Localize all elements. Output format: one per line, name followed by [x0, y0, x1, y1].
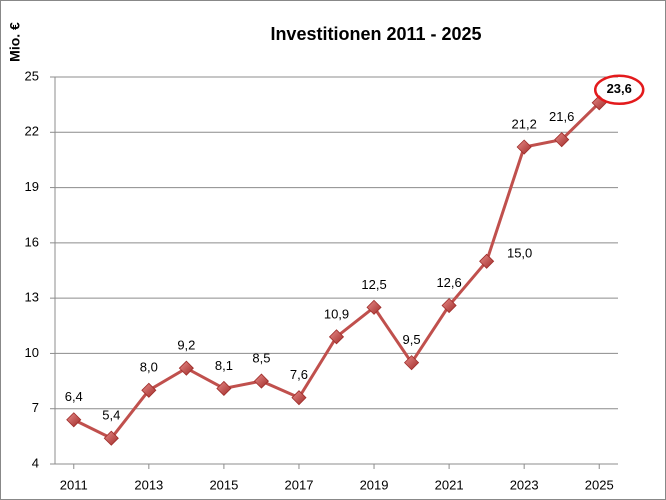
- x-tick-label: 2011: [60, 477, 88, 492]
- x-tick-label: 2025: [585, 477, 614, 492]
- data-label: 6,4: [65, 389, 83, 404]
- data-label: 23,6: [607, 81, 632, 96]
- y-tick-label: 7: [32, 400, 39, 415]
- data-label: 7,6: [290, 367, 308, 382]
- marker: [516, 139, 532, 155]
- marker: [103, 430, 119, 446]
- data-label: 8,1: [215, 358, 233, 373]
- data-label: 5,4: [102, 408, 120, 423]
- y-tick-label: 22: [25, 124, 39, 139]
- data-label: 12,6: [436, 275, 461, 290]
- data-label: 8,0: [140, 360, 158, 375]
- marker: [141, 382, 157, 398]
- chart-title: Investitionen 2011 - 2025: [270, 24, 481, 44]
- y-tick-label: 4: [32, 455, 39, 470]
- data-label: 9,5: [403, 332, 421, 347]
- data-label: 15,0: [507, 246, 532, 261]
- x-tick-label: 2023: [510, 477, 539, 492]
- marker: [253, 373, 269, 389]
- marker: [404, 355, 420, 371]
- marker: [479, 253, 495, 269]
- highlight-ring: [593, 74, 645, 106]
- marker: [216, 380, 232, 397]
- marker: [178, 360, 194, 376]
- marker: [291, 390, 307, 406]
- y-tick-label: 13: [25, 290, 39, 305]
- x-tick-label: 2021: [435, 477, 464, 492]
- x-tick-label: 2013: [134, 477, 163, 492]
- data-label: 21,6: [549, 109, 574, 124]
- marker: [441, 297, 457, 314]
- data-label: 10,9: [324, 306, 349, 321]
- marker: [366, 299, 382, 315]
- marker: [328, 329, 345, 345]
- y-tick-label: 10: [25, 345, 39, 360]
- data-label: 8,5: [252, 351, 270, 366]
- y-tick-label: 25: [25, 68, 39, 83]
- data-label: 12,5: [361, 277, 386, 292]
- y-tick-label: 16: [25, 234, 39, 249]
- x-tick-label: 2019: [360, 477, 389, 492]
- data-label: 9,2: [177, 338, 195, 353]
- x-tick-label: 2015: [209, 477, 238, 492]
- data-label: 21,2: [512, 116, 537, 131]
- y-tick-label: 19: [25, 179, 39, 194]
- marker: [554, 132, 570, 148]
- y-axis-label: Mio. €: [7, 22, 23, 62]
- x-tick-label: 2017: [285, 477, 314, 492]
- marker: [66, 412, 82, 428]
